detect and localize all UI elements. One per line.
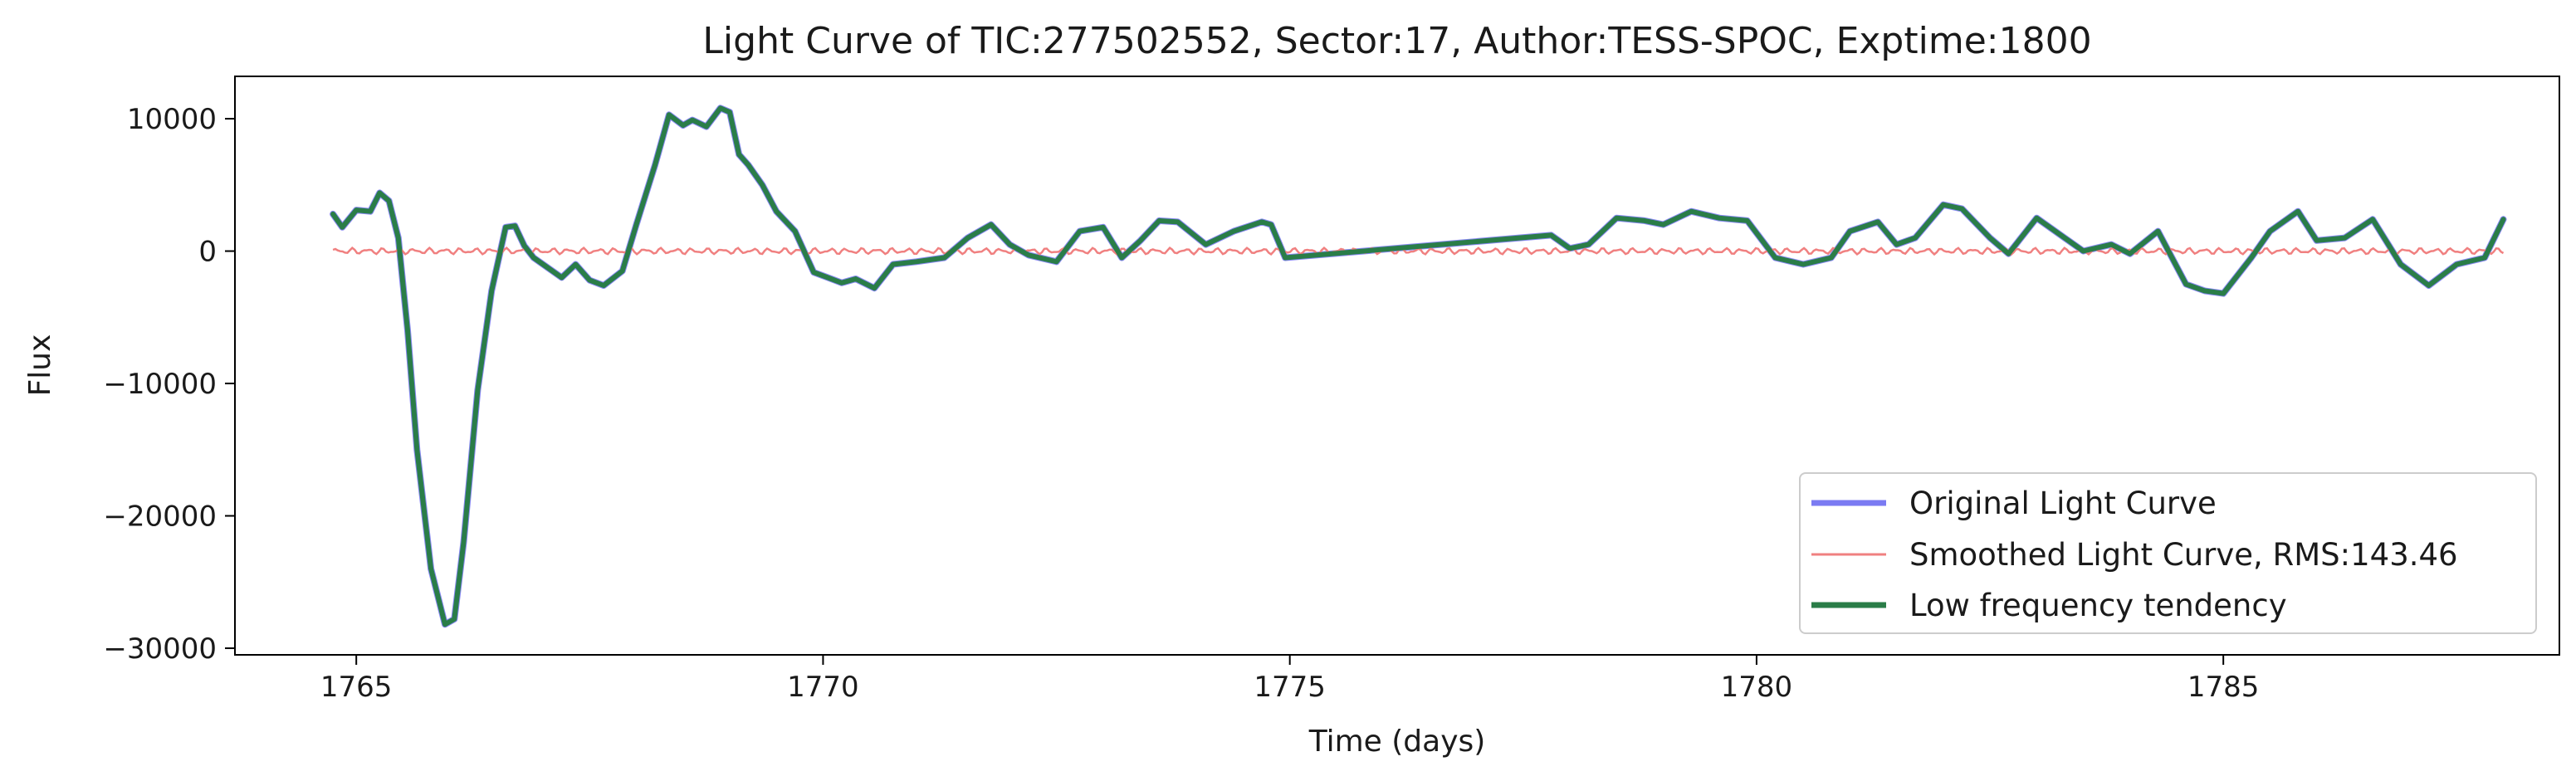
x-axis: 1765 1770 1775 1780 1785	[320, 655, 2260, 704]
legend: Original Light Curve Smoothed Light Curv…	[1799, 472, 2537, 634]
legend-label-original: Original Light Curve	[1909, 486, 2217, 521]
y-tick-label: 10000	[127, 103, 217, 136]
y-tick-label: −30000	[103, 632, 217, 666]
y-axis-label: Flux	[23, 334, 57, 397]
chart-title: Light Curve of TIC:277502552, Sector:17,…	[702, 20, 2091, 62]
x-tick-label: 1765	[320, 671, 393, 704]
plot-area-frame	[234, 76, 2560, 656]
y-tick-label: −10000	[103, 368, 217, 401]
legend-label-low-frequency: Low frequency tendency	[1909, 588, 2287, 623]
y-tick-label: −20000	[103, 500, 217, 534]
y-tick-label: 0	[198, 236, 217, 269]
x-tick-label: 1770	[787, 671, 859, 704]
x-tick-label: 1785	[2187, 671, 2260, 704]
series-layer	[330, 105, 2507, 628]
y-axis: 10000 0 −10000 −20000 −30000	[103, 103, 235, 666]
legend-label-smoothed: Smoothed Light Curve, RMS:143.46	[1909, 537, 2458, 573]
legend-box	[1799, 472, 2537, 634]
series-line-low-frequency	[330, 105, 2506, 627]
x-axis-label: Time (days)	[1308, 725, 1486, 759]
x-tick-label: 1775	[1254, 671, 1326, 704]
x-tick-label: 1780	[1721, 671, 1793, 704]
